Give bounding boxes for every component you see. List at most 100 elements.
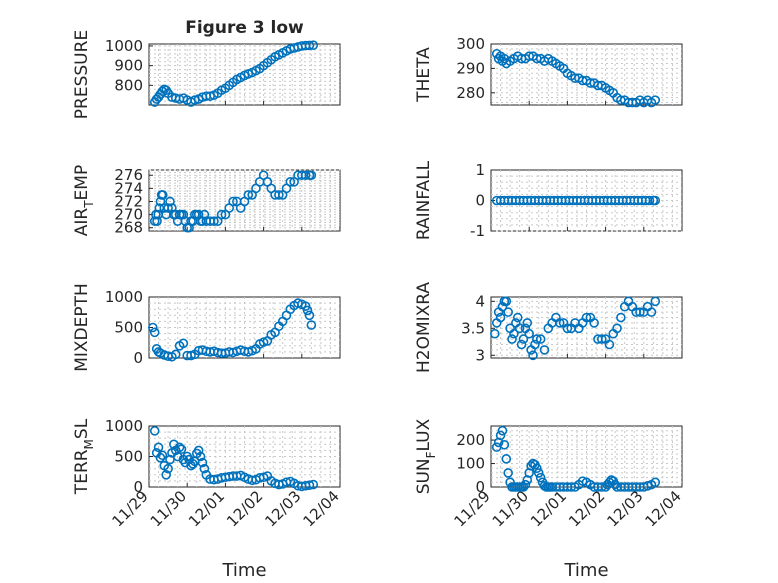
y-axis-label: SUNFLUX xyxy=(414,418,438,494)
data-point xyxy=(512,312,523,323)
data-point xyxy=(178,209,189,220)
data-point xyxy=(193,445,204,456)
series-sun_flux xyxy=(491,425,661,492)
y-tick-label: 0 xyxy=(475,478,485,496)
x-tick-label: 12/02 xyxy=(223,487,266,530)
data-point xyxy=(646,307,657,317)
y-axis-label: THETA xyxy=(414,47,434,103)
data-point xyxy=(507,334,517,344)
data-point xyxy=(176,444,187,454)
y-axis-label-subscript: T xyxy=(82,200,96,209)
data-point xyxy=(157,450,168,461)
y-axis-label-rest: LUX xyxy=(414,418,434,451)
data-point xyxy=(610,479,620,490)
data-point xyxy=(554,318,565,328)
y-tick-label: 4 xyxy=(475,292,485,310)
y-tick-label: 200 xyxy=(456,431,485,449)
y-axis-label: RAINFALL xyxy=(414,160,434,240)
panel-mixdepth: 0 500 1000 MIXDEPTH xyxy=(72,283,341,372)
data-point xyxy=(304,480,315,490)
y-axis-label-main: TERR xyxy=(72,449,92,495)
y-tick-label: 3.5 xyxy=(461,319,485,337)
series-rainfall xyxy=(491,195,661,206)
y-tick-label: 300 xyxy=(456,35,485,53)
y-tick-label: 1000 xyxy=(105,288,143,306)
y-tick-label: 900 xyxy=(114,57,143,75)
data-point xyxy=(178,338,189,349)
y-axis-label: H2OMIXRA xyxy=(414,282,434,373)
data-point xyxy=(495,312,506,323)
data-point xyxy=(516,339,527,350)
data-point xyxy=(533,468,544,478)
data-point xyxy=(155,452,166,463)
minor-grid xyxy=(491,44,682,105)
data-point xyxy=(490,328,500,339)
data-point xyxy=(532,463,542,474)
series-pressure xyxy=(149,40,319,107)
y-tick-label: 272 xyxy=(114,192,143,210)
data-point xyxy=(650,195,661,206)
data-point xyxy=(635,307,645,317)
y-tick-label: 0 xyxy=(133,349,143,367)
data-point xyxy=(524,328,535,339)
y-tick-label: 0 xyxy=(133,478,143,496)
data-point xyxy=(644,195,655,206)
y-tick-label: 3 xyxy=(475,346,485,364)
y-axis-label: AIRTEMP xyxy=(72,165,96,236)
data-point xyxy=(650,477,661,488)
y-tick-label: 100 xyxy=(456,455,485,473)
y-tick-label: -1 xyxy=(470,222,485,240)
data-point xyxy=(243,190,254,200)
data-point xyxy=(589,318,599,328)
data-point xyxy=(530,339,540,350)
data-point xyxy=(596,482,607,492)
panel-rainfall: -1 0 1 RAINFALL xyxy=(414,160,683,240)
data-point xyxy=(195,451,206,462)
data-point xyxy=(532,334,542,344)
data-point xyxy=(170,349,181,360)
data-point xyxy=(503,468,513,478)
y-tick-label: 268 xyxy=(114,219,143,237)
data-point xyxy=(539,345,550,355)
data-point xyxy=(535,472,546,483)
y-tick-label: 1000 xyxy=(105,37,143,55)
y-tick-label: 500 xyxy=(114,448,143,466)
data-point xyxy=(562,323,573,334)
data-point xyxy=(616,312,626,323)
data-point xyxy=(495,430,506,441)
series-theta xyxy=(491,48,661,108)
x-tick-label: 12/01 xyxy=(185,487,228,530)
x-tick-label: 12/02 xyxy=(565,487,608,530)
x-tick-label: 12/04 xyxy=(642,487,685,530)
x-tick-label: 12/03 xyxy=(261,487,304,530)
data-point xyxy=(596,334,607,344)
data-point xyxy=(509,328,519,339)
data-point xyxy=(499,53,510,64)
y-axis-label-rest: SL xyxy=(72,418,92,439)
data-point xyxy=(199,463,210,474)
y-axis-label-main: SUN xyxy=(414,458,434,494)
data-point xyxy=(520,479,531,490)
data-point xyxy=(581,312,592,323)
y-axis-label: PRESSURE xyxy=(72,30,92,119)
data-point xyxy=(153,442,164,453)
y-axis-label-main: THETA xyxy=(414,47,434,103)
data-point xyxy=(501,296,512,307)
data-point xyxy=(501,454,512,464)
data-point xyxy=(165,196,175,207)
series-air_temp xyxy=(149,170,317,233)
data-point xyxy=(522,318,533,328)
data-point xyxy=(163,463,173,474)
data-point xyxy=(216,209,227,220)
data-point xyxy=(499,439,510,450)
x-tick-label: 11/29 xyxy=(109,487,152,530)
data-point xyxy=(304,40,315,51)
data-point xyxy=(228,196,238,207)
series-terr_msl xyxy=(149,426,319,492)
data-point xyxy=(209,216,219,226)
data-point xyxy=(149,327,160,338)
chart-title: Figure 3 low xyxy=(185,18,304,38)
y-axis-label-main: MIXDEPTH xyxy=(72,283,92,372)
data-point xyxy=(197,457,208,468)
